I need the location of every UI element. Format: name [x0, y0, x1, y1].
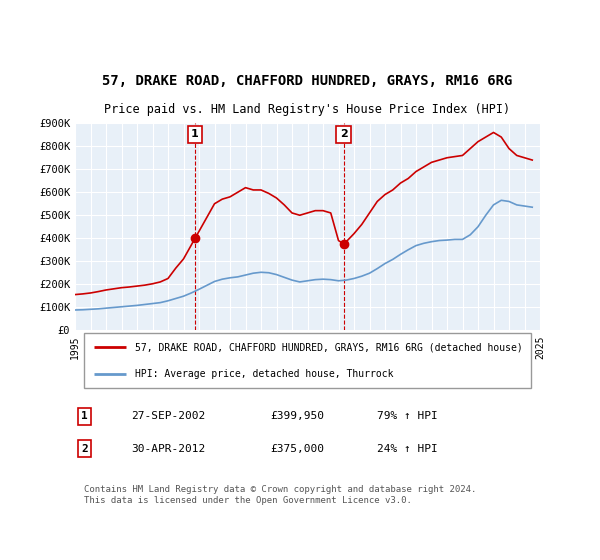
- Text: 30-APR-2012: 30-APR-2012: [131, 444, 205, 454]
- FancyBboxPatch shape: [84, 333, 531, 388]
- Text: 2: 2: [340, 129, 347, 139]
- Text: 79% ↑ HPI: 79% ↑ HPI: [377, 412, 438, 422]
- Text: 1: 1: [81, 412, 88, 422]
- Text: 1: 1: [191, 129, 199, 139]
- Text: 2: 2: [81, 444, 88, 454]
- Text: 24% ↑ HPI: 24% ↑ HPI: [377, 444, 438, 454]
- Text: Contains HM Land Registry data © Crown copyright and database right 2024.
This d: Contains HM Land Registry data © Crown c…: [84, 486, 476, 505]
- Text: 57, DRAKE ROAD, CHAFFORD HUNDRED, GRAYS, RM16 6RG: 57, DRAKE ROAD, CHAFFORD HUNDRED, GRAYS,…: [103, 74, 512, 88]
- Text: Price paid vs. HM Land Registry's House Price Index (HPI): Price paid vs. HM Land Registry's House …: [104, 102, 511, 116]
- Text: £399,950: £399,950: [270, 412, 324, 422]
- Text: £375,000: £375,000: [270, 444, 324, 454]
- Text: 27-SEP-2002: 27-SEP-2002: [131, 412, 205, 422]
- Text: HPI: Average price, detached house, Thurrock: HPI: Average price, detached house, Thur…: [136, 368, 394, 379]
- Text: 57, DRAKE ROAD, CHAFFORD HUNDRED, GRAYS, RM16 6RG (detached house): 57, DRAKE ROAD, CHAFFORD HUNDRED, GRAYS,…: [136, 342, 523, 352]
